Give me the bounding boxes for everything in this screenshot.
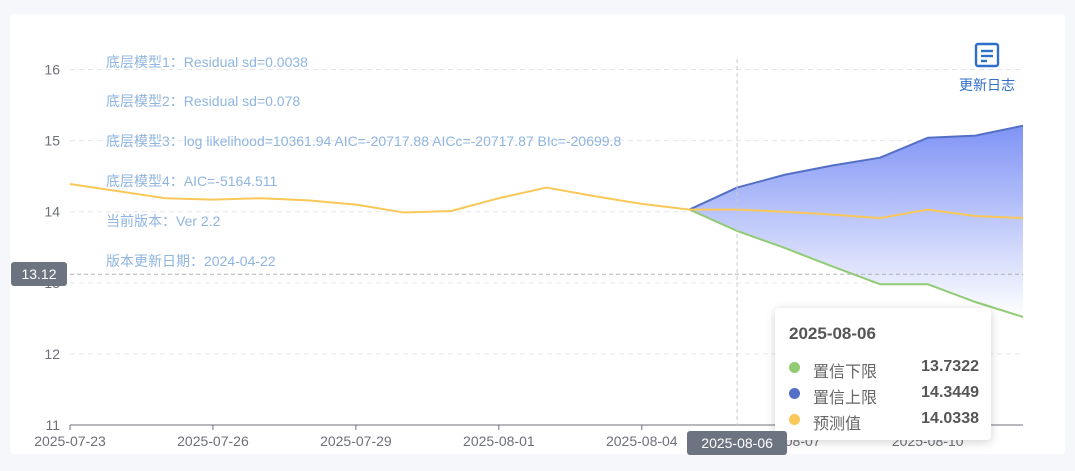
y-tick-label: 14 <box>44 204 60 220</box>
x-tick-label: 2025-07-23 <box>34 433 106 449</box>
y-tick-label: 12 <box>44 346 60 362</box>
tooltip-value: 14.0338 <box>921 410 979 427</box>
info-line-model1: 底层模型1：Residual sd=0.0038 <box>106 54 308 70</box>
chart-card: 1112131415162025-07-232025-07-262025-07-… <box>10 14 1065 455</box>
legend-dot-upper <box>789 388 800 399</box>
x-tick-label: 2025-08-04 <box>606 433 678 449</box>
tooltip-name: 预测值 <box>813 416 862 433</box>
legend-dot-lower <box>789 362 800 373</box>
y-tick-label: 15 <box>44 133 60 149</box>
info-line-model3: 底层模型3：log likelihood=10361.94 AIC=-20717… <box>106 133 622 149</box>
info-line-model2: 底层模型2：Residual sd=0.078 <box>106 93 301 109</box>
tooltip-row-upper: 置信上限 14.3449 <box>789 383 979 407</box>
info-line-version: 当前版本：Ver 2.2 <box>106 213 221 229</box>
changelog-label: 更新日志 <box>959 77 1015 93</box>
tooltip-row-lower: 置信下限 13.7322 <box>789 357 979 381</box>
series-line-forecast <box>69 183 1024 220</box>
y-tick-label: 11 <box>45 417 60 433</box>
tooltip-date: 2025-08-06 <box>789 324 876 343</box>
crosshair-x-label: 2025-08-06 <box>687 431 788 455</box>
legend-dot-forecast <box>789 414 800 425</box>
x-tick-label: 2025-07-29 <box>320 433 392 449</box>
tooltip: 2025-08-06 置信下限 13.7322 置信上限 14.3449 预测值… <box>775 308 991 440</box>
y-tick-label: 16 <box>44 62 60 78</box>
series-line-upper <box>689 124 1024 211</box>
x-tick-label: 2025-07-26 <box>177 433 249 449</box>
x-tick-label: 2025-08-01 <box>463 433 535 449</box>
forecast-chart[interactable]: 1112131415162025-07-232025-07-262025-07-… <box>10 14 1065 454</box>
tooltip-value: 14.3449 <box>921 384 979 401</box>
tooltip-row-forecast: 预测值 14.0338 <box>789 409 979 433</box>
confidence-band <box>689 125 1023 317</box>
info-line-update-date: 版本更新日期：2024-04-22 <box>106 253 276 269</box>
tooltip-name: 置信下限 <box>813 364 878 381</box>
info-line-model4: 底层模型4：AIC=-5164.511 <box>106 173 278 189</box>
crosshair-y-label: 13.12 <box>11 262 67 287</box>
series-line-lower <box>689 208 1024 318</box>
document-icon <box>974 42 1000 68</box>
changelog-button[interactable]: 更新日志 <box>954 42 1020 95</box>
tooltip-value: 13.7322 <box>921 358 979 375</box>
tooltip-name: 置信上限 <box>813 390 878 407</box>
